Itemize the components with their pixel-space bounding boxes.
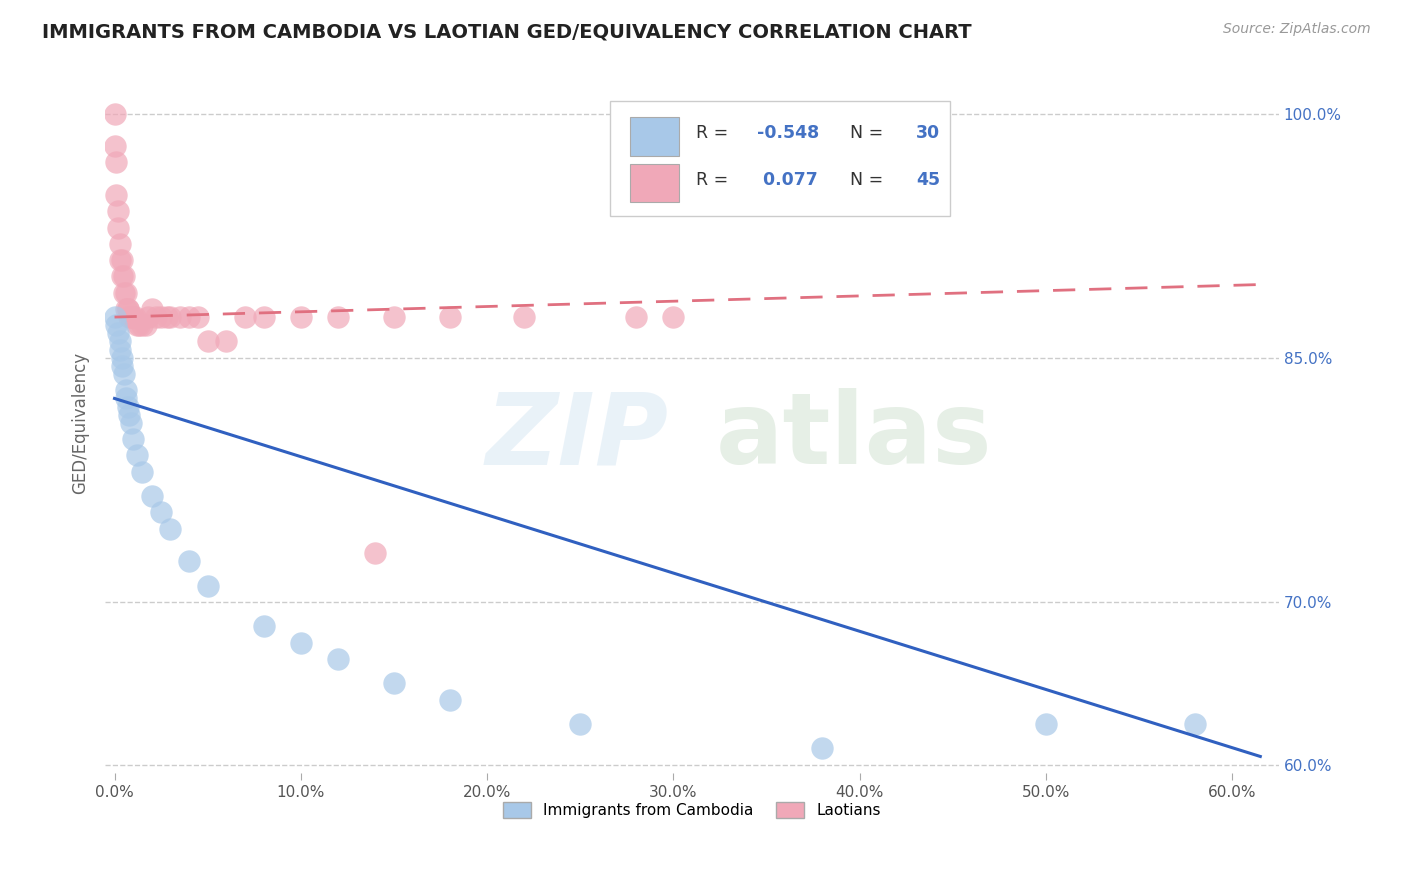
Point <box>118 310 141 324</box>
Text: ZIP: ZIP <box>485 388 669 485</box>
FancyBboxPatch shape <box>630 164 679 202</box>
Y-axis label: GED/Equivalency: GED/Equivalency <box>72 351 89 494</box>
Text: Source: ZipAtlas.com: Source: ZipAtlas.com <box>1223 22 1371 37</box>
Point <box>114 285 136 300</box>
Point <box>122 432 145 446</box>
Point <box>107 220 129 235</box>
Point <box>215 334 238 349</box>
Point <box>197 334 219 349</box>
Point <box>177 310 200 324</box>
Point <box>364 546 387 560</box>
Point <box>624 310 647 324</box>
Point <box>105 318 128 333</box>
Point <box>290 635 312 649</box>
Point <box>108 334 131 349</box>
Point <box>105 155 128 169</box>
Point <box>150 505 173 519</box>
Text: 45: 45 <box>917 171 941 189</box>
Point <box>513 310 536 324</box>
Point <box>120 416 142 430</box>
Point <box>103 139 125 153</box>
Point <box>569 717 592 731</box>
Point <box>112 269 135 284</box>
Point <box>136 310 159 324</box>
Point <box>114 301 136 316</box>
Text: 30: 30 <box>917 124 941 142</box>
Point <box>111 359 134 373</box>
Point <box>125 318 148 333</box>
Text: -0.548: -0.548 <box>756 124 818 142</box>
Point <box>252 619 274 633</box>
Point <box>108 236 131 251</box>
Point <box>662 310 685 324</box>
Point <box>177 554 200 568</box>
Point <box>124 310 146 324</box>
Point <box>107 326 129 341</box>
Point <box>120 310 142 324</box>
Point <box>169 310 191 324</box>
Legend: Immigrants from Cambodia, Laotians: Immigrants from Cambodia, Laotians <box>498 797 887 824</box>
Point <box>382 676 405 690</box>
Text: R =: R = <box>696 171 734 189</box>
Point <box>103 106 125 120</box>
Point <box>141 301 163 316</box>
Point <box>117 400 139 414</box>
Point <box>439 692 461 706</box>
Point <box>114 384 136 398</box>
Point <box>156 310 179 324</box>
Point <box>135 318 157 333</box>
Point <box>118 408 141 422</box>
Point <box>125 449 148 463</box>
Point <box>117 301 139 316</box>
Point <box>111 269 134 284</box>
Text: 0.077: 0.077 <box>756 171 817 189</box>
Point <box>107 204 129 219</box>
Point <box>326 652 349 666</box>
Point <box>108 343 131 357</box>
Text: N =: N = <box>839 124 889 142</box>
Point <box>150 310 173 324</box>
Point <box>382 310 405 324</box>
Point <box>105 188 128 202</box>
Point <box>103 310 125 324</box>
FancyBboxPatch shape <box>610 101 950 217</box>
Point <box>122 310 145 324</box>
Point <box>131 465 153 479</box>
Point <box>252 310 274 324</box>
Point <box>141 489 163 503</box>
Point <box>1035 717 1057 731</box>
Point <box>290 310 312 324</box>
Point <box>326 310 349 324</box>
Point <box>117 301 139 316</box>
Point <box>159 522 181 536</box>
Text: atlas: atlas <box>716 388 993 485</box>
Point <box>197 578 219 592</box>
Point <box>187 310 209 324</box>
Point <box>131 318 153 333</box>
Point <box>108 253 131 268</box>
Point <box>128 318 150 333</box>
Point <box>112 367 135 381</box>
Point <box>114 392 136 406</box>
Point <box>811 741 834 756</box>
Point <box>159 310 181 324</box>
FancyBboxPatch shape <box>630 117 679 155</box>
Point <box>111 253 134 268</box>
Point <box>1184 717 1206 731</box>
Text: N =: N = <box>839 171 889 189</box>
Text: IMMIGRANTS FROM CAMBODIA VS LAOTIAN GED/EQUIVALENCY CORRELATION CHART: IMMIGRANTS FROM CAMBODIA VS LAOTIAN GED/… <box>42 22 972 41</box>
Point <box>112 285 135 300</box>
Point <box>233 310 256 324</box>
Point <box>111 351 134 365</box>
Point <box>439 310 461 324</box>
Text: R =: R = <box>696 124 734 142</box>
Point <box>145 310 167 324</box>
